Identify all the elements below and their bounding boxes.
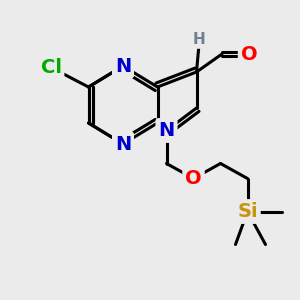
Text: Si: Si — [237, 202, 258, 221]
Text: N: N — [115, 56, 131, 76]
Text: N: N — [115, 134, 131, 154]
Text: O: O — [185, 169, 202, 188]
Text: H: H — [193, 32, 206, 46]
Text: Cl: Cl — [40, 58, 61, 77]
Text: N: N — [158, 121, 175, 140]
Text: O: O — [241, 44, 257, 64]
